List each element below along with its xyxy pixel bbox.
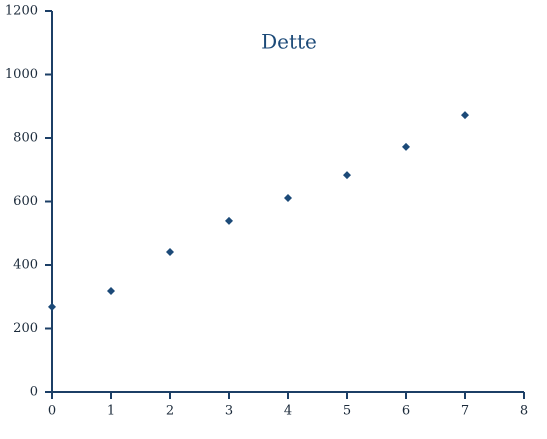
point <box>343 171 351 180</box>
y-tick-label: 200 <box>13 321 38 336</box>
x-tick-label: 6 <box>402 404 410 419</box>
point <box>402 142 410 151</box>
x-tick-label: 7 <box>461 404 469 419</box>
x-tick-label: 4 <box>284 404 292 419</box>
x-tick-label: 0 <box>48 404 56 419</box>
x-tick-label: 3 <box>225 404 233 419</box>
point <box>225 216 233 225</box>
x-tick-label: 5 <box>343 404 351 419</box>
y-tick-label: 0 <box>30 385 38 400</box>
x-tick-label: 1 <box>107 404 115 419</box>
y-tick-label: 1000 <box>5 67 38 82</box>
y-tick-label: 800 <box>13 131 38 146</box>
chart-title: Dette <box>261 30 317 54</box>
x-tick-label: 2 <box>166 404 174 419</box>
y-tick-label: 600 <box>13 194 38 209</box>
y-tick-label: 1200 <box>5 4 38 19</box>
point <box>461 111 469 120</box>
point <box>284 194 292 203</box>
y-tick-label: 400 <box>13 258 38 273</box>
point <box>107 287 115 296</box>
x-tick-label: 8 <box>520 404 528 419</box>
point <box>166 247 174 256</box>
point <box>48 302 56 311</box>
